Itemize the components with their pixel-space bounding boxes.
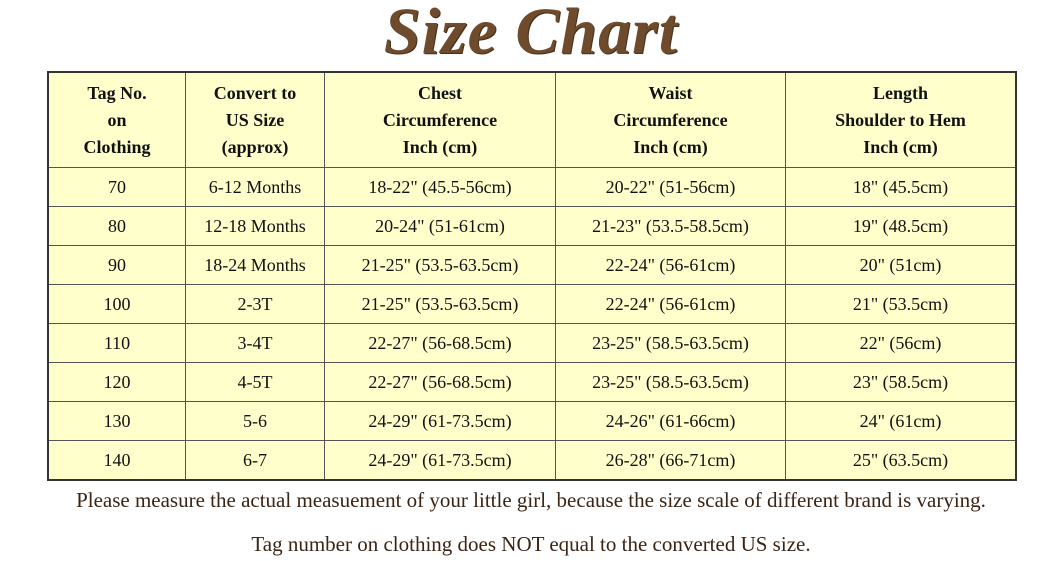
table-cell: 22" (56cm) xyxy=(785,323,1017,363)
header-line: US Size xyxy=(225,109,285,130)
header-line: Waist xyxy=(648,82,693,103)
size-chart-table: Tag No. on Clothing Convert to US Size (appro… xyxy=(47,71,1017,481)
table-cell: 12-18 Months xyxy=(185,206,325,246)
table-cell: 26-28" (66-71cm) xyxy=(555,440,786,481)
table-cell: 20" (51cm) xyxy=(785,245,1017,285)
header-line: Chest xyxy=(418,82,462,103)
table-cell: 22-27" (56-68.5cm) xyxy=(324,323,556,363)
table-row: 70 6-12 Months 18-22" (45.5-56cm) 20-22" (5… xyxy=(47,167,1017,207)
table-cell: 20-22" (51-56cm) xyxy=(555,167,786,207)
header-line: Circumference xyxy=(613,109,728,130)
header-line: Inch (cm) xyxy=(402,136,478,157)
table-row: 100 2-3T 21-25" (53.5-63.5cm) 22-24" (56-61… xyxy=(47,284,1017,324)
table-row: 90 18-24 Months 21-25" (53.5-63.5cm) 22-24"… xyxy=(47,245,1017,285)
table-row: 120 4-5T 22-27" (56-68.5cm) 23-25" (58.5-63… xyxy=(47,362,1017,402)
table-cell: 23" (58.5cm) xyxy=(785,362,1017,402)
table-cell: 25" (63.5cm) xyxy=(785,440,1017,481)
table-cell: 140 xyxy=(47,440,186,481)
table-cell: 120 xyxy=(47,362,186,402)
tag-note: Tag number on clothing does NOT equal to… xyxy=(251,532,811,556)
table-cell: 130 xyxy=(47,401,186,441)
table-cell: 6-7 xyxy=(185,440,325,481)
header-line: Tag No. xyxy=(87,82,147,103)
table-cell: 110 xyxy=(47,323,186,363)
header-line: Length xyxy=(872,82,928,103)
table-cell: 70 xyxy=(47,167,186,207)
column-header: Tag No. on Clothing xyxy=(47,71,186,168)
table-cell: 22-24" (56-61cm) xyxy=(555,245,786,285)
table-cell: 21-25" (53.5-63.5cm) xyxy=(324,245,556,285)
header-line: Convert to xyxy=(213,82,297,103)
header-line: Clothing xyxy=(83,136,151,157)
table-cell: 100 xyxy=(47,284,186,324)
table-cell: 22-27" (56-68.5cm) xyxy=(324,362,556,402)
table-cell: 18-24 Months xyxy=(185,245,325,285)
table-cell: 3-4T xyxy=(185,323,325,363)
header-line: Inch (cm) xyxy=(633,136,708,157)
table-cell: 90 xyxy=(47,245,186,285)
table-row: 140 6-7 24-29" (61-73.5cm) 26-28" (66-71cm)… xyxy=(47,440,1017,481)
table-cell: 4-5T xyxy=(185,362,325,402)
table-cell: 23-25" (58.5-63.5cm) xyxy=(555,323,786,363)
table-cell: 24-29" (61-73.5cm) xyxy=(324,401,556,441)
table-cell: 24" (61cm) xyxy=(785,401,1017,441)
header-row: Tag No. on Clothing Convert to US Size (appro… xyxy=(47,71,1017,168)
table-cell: 23-25" (58.5-63.5cm) xyxy=(555,362,786,402)
table-cell: 5-6 xyxy=(185,401,325,441)
table-row: 110 3-4T 22-27" (56-68.5cm) 23-25" (58.5-63… xyxy=(47,323,1017,363)
header-line: on xyxy=(107,109,127,130)
table-cell: 20-24" (51-61cm) xyxy=(324,206,556,246)
header-line: (approx) xyxy=(221,136,289,157)
table-cell: 18" (45.5cm) xyxy=(785,167,1017,207)
header-line: Shoulder to Hem xyxy=(835,109,966,130)
column-header: Chest Circumference Inch (cm) xyxy=(324,71,556,168)
table-cell: 21-25" (53.5-63.5cm) xyxy=(324,284,556,324)
table-cell: 2-3T xyxy=(185,284,325,324)
column-header: Waist Circumference Inch (cm) xyxy=(555,71,786,168)
measurement-note: Please measure the actual measuement of … xyxy=(76,488,986,512)
table-cell: 19" (48.5cm) xyxy=(785,206,1017,246)
table-cell: 24-26" (61-66cm) xyxy=(555,401,786,441)
table-cell: 6-12 Months xyxy=(185,167,325,207)
table-cell: 22-24" (56-61cm) xyxy=(555,284,786,324)
table-row: 80 12-18 Months 20-24" (51-61cm) 21-23" (53… xyxy=(47,206,1017,246)
header-line: Inch (cm) xyxy=(863,136,938,157)
column-header: Length Shoulder to Hem Inch (cm) xyxy=(785,71,1017,168)
table-cell: 18-22" (45.5-56cm) xyxy=(324,167,556,207)
table-cell: 24-29" (61-73.5cm) xyxy=(324,440,556,481)
table-cell: 21-23" (53.5-58.5cm) xyxy=(555,206,786,246)
table-row: 130 5-6 24-29" (61-73.5cm) 24-26" (61-66cm)… xyxy=(47,401,1017,441)
column-header: Convert to US Size (approx) xyxy=(185,71,325,168)
header-line: Circumference xyxy=(382,109,498,130)
table-cell: 21" (53.5cm) xyxy=(785,284,1017,324)
page-title: Size Chart xyxy=(383,0,679,68)
table-cell: 80 xyxy=(47,206,186,246)
